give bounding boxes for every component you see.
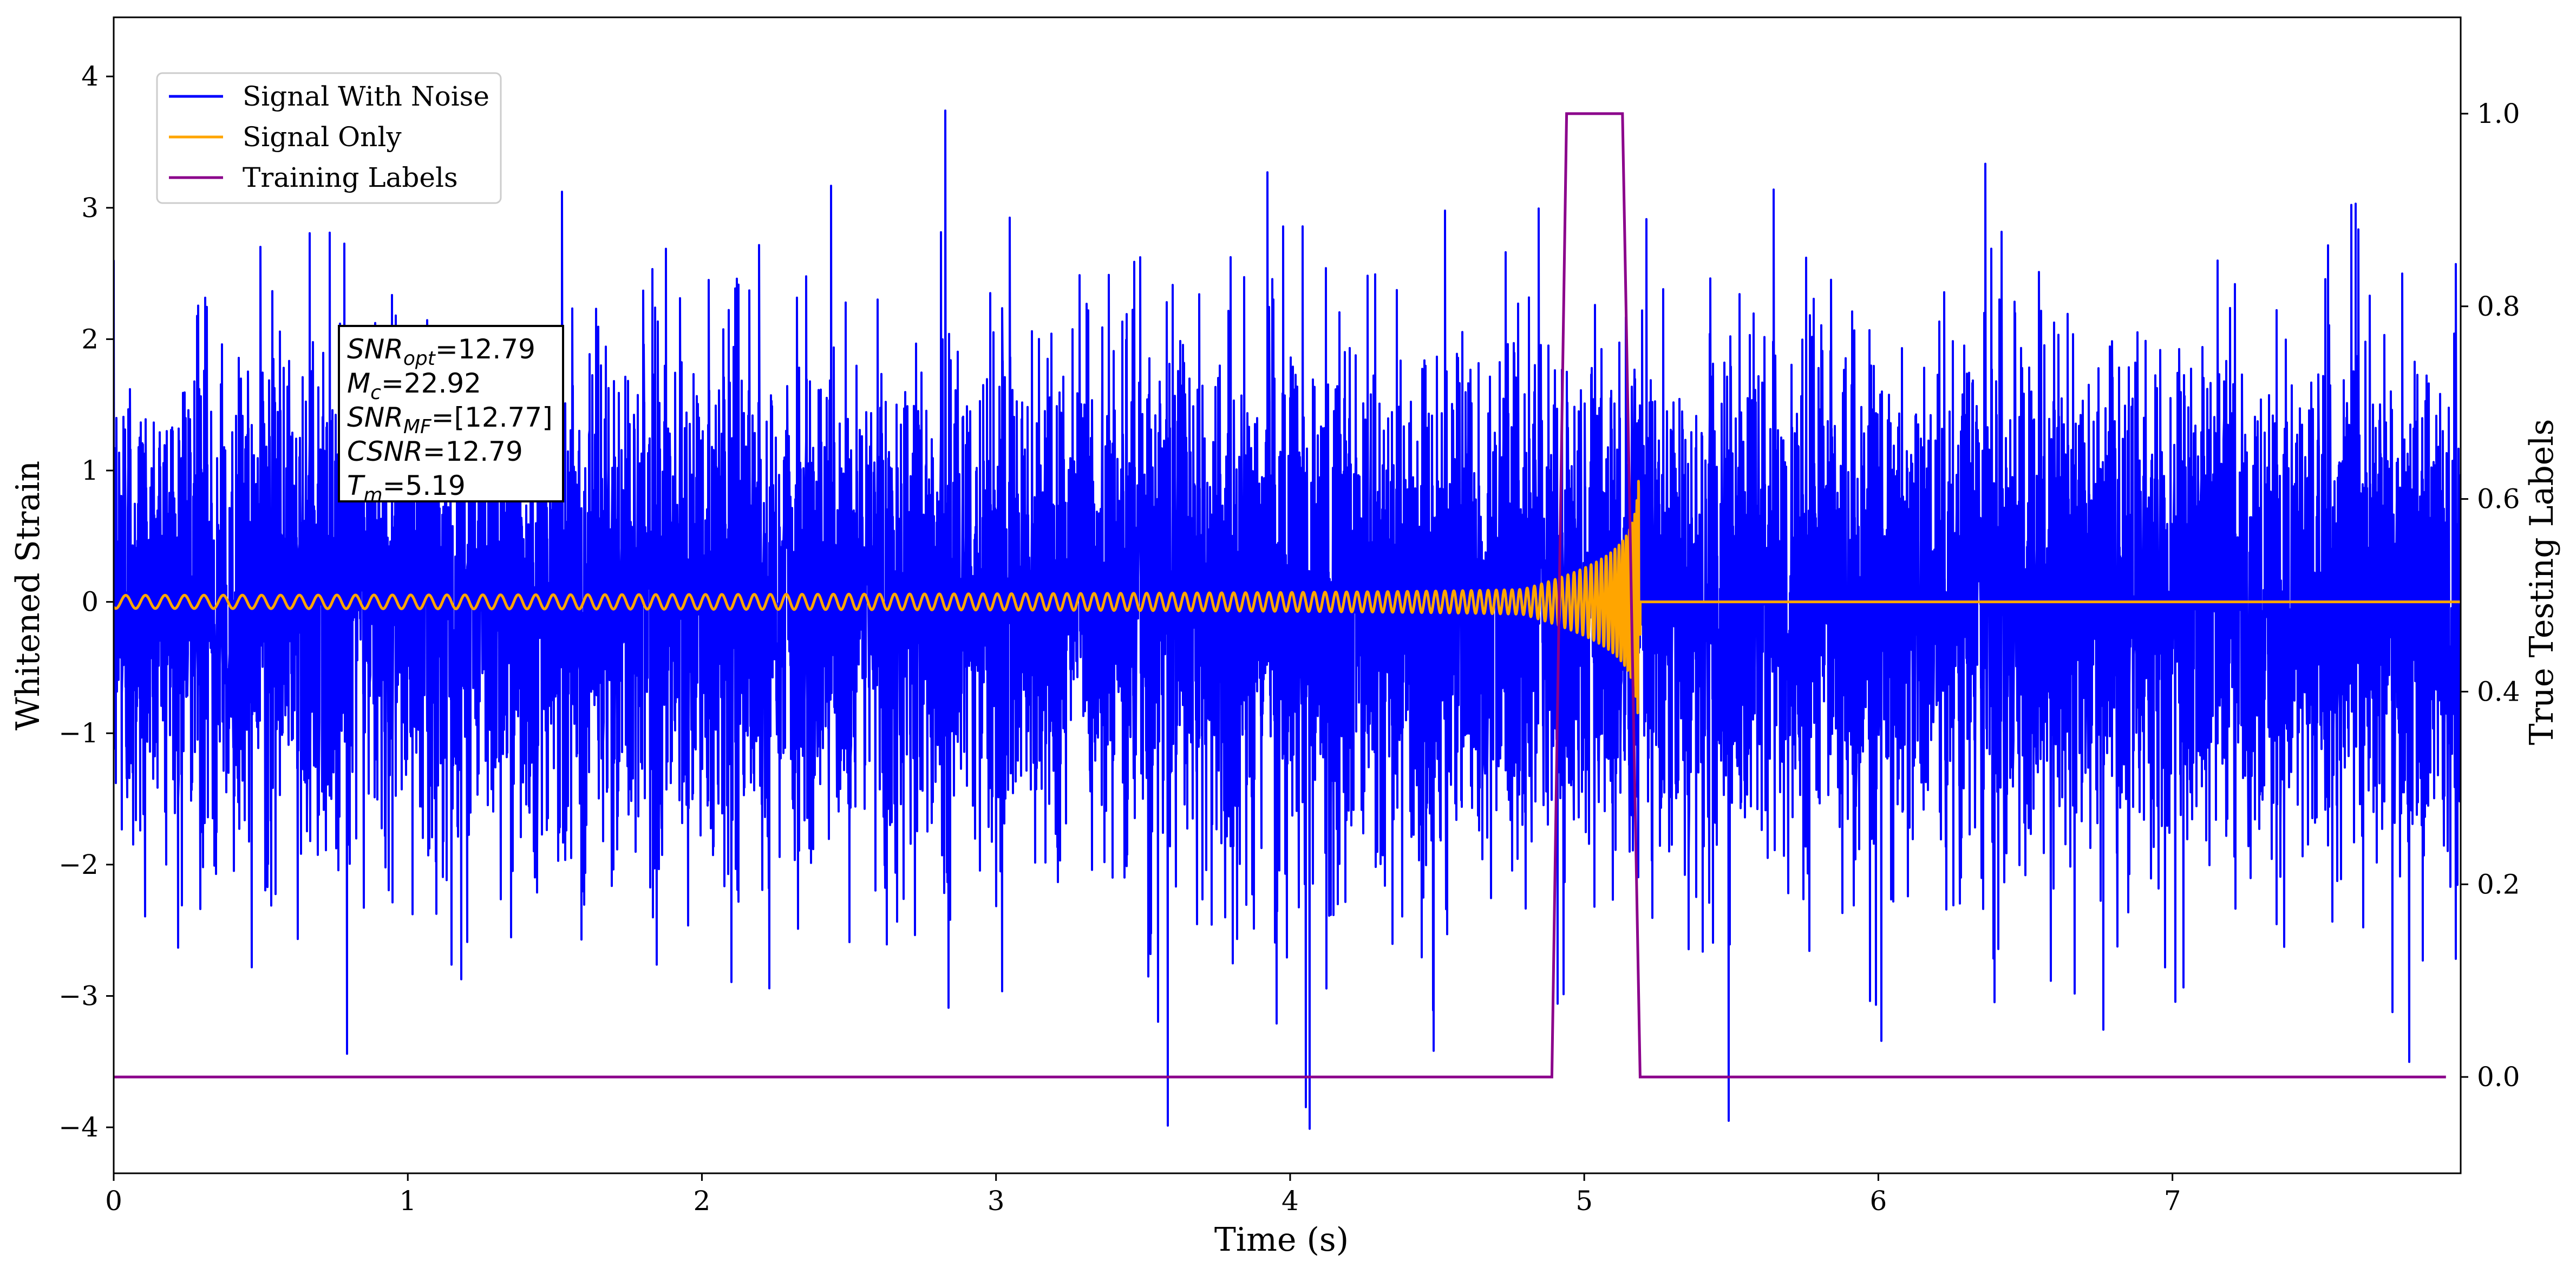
x-tick-label: 3 [988,1185,1005,1217]
x-axis-title: Time (s) [1214,1221,1349,1259]
y-tick-label: −4 [58,1112,99,1143]
y-tick-label: 0 [81,586,99,618]
x-tick-label: 1 [399,1185,416,1217]
y-tick-label: 4 [81,61,99,92]
x-axis: 0 1 2 3 4 5 6 7 [105,1173,2181,1217]
x-tick-label: 5 [1575,1185,1593,1217]
legend-label-training-labels: Training Labels [243,162,458,193]
x-tick-label: 7 [2164,1185,2181,1217]
y-axis-right: 0.0 0.2 0.4 0.6 0.8 1.0 [2461,98,2520,1093]
y-axis-title: Whitened Strain [9,461,47,730]
y2-axis-title: True Testing Labels [2523,419,2561,746]
y2-tick-label: 1.0 [2477,98,2520,129]
annotation-box: SNRopt=12.79Mc=22.92SNRMF=[12.77]CSNR=12… [338,325,564,506]
series-signal-only [114,480,2461,715]
y2-tick-label: 0.8 [2477,291,2520,322]
y-tick-label: −1 [58,717,99,749]
annotation-line: SNRMF=[12.77] [347,402,553,438]
series-training-labels [114,112,2446,1079]
annotation-line: SNRopt=12.79 [347,334,535,370]
y-tick-label: −3 [58,980,99,1011]
annotation-frame [338,325,564,502]
x-tick-label: 2 [694,1185,711,1217]
x-tick-label: 4 [1282,1185,1299,1217]
y-tick-label: −2 [58,849,99,880]
legend-box [156,72,502,204]
series-signal-with-noise [114,109,2461,1130]
y2-tick-label: 0.2 [2477,868,2520,900]
legend-label-signal-only: Signal Only [243,121,402,153]
y2-tick-label: 0.4 [2477,676,2520,707]
y-tick-label: 1 [81,455,99,486]
y2-tick-label: 0.0 [2477,1061,2520,1093]
y-axis-left: −4 −3 −2 −1 0 1 2 3 4 [58,61,114,1143]
annotation-line: Mc=22.92 [347,368,481,404]
y-tick-label: 3 [81,192,99,224]
plot-frame [113,16,2462,1174]
plot-area [114,109,2461,1130]
x-tick-label: 6 [1869,1185,1887,1217]
annotation-line: Tm=5.19 [347,470,466,506]
y-tick-label: 2 [81,323,99,355]
annotation-line: CSNR=12.79 [347,436,523,467]
legend-label-signal-with-noise: Signal With Noise [243,81,489,112]
y2-tick-label: 0.6 [2477,484,2520,515]
x-tick-label: 0 [105,1185,122,1217]
legend: Signal With Noise Signal Only Training L… [156,72,502,204]
